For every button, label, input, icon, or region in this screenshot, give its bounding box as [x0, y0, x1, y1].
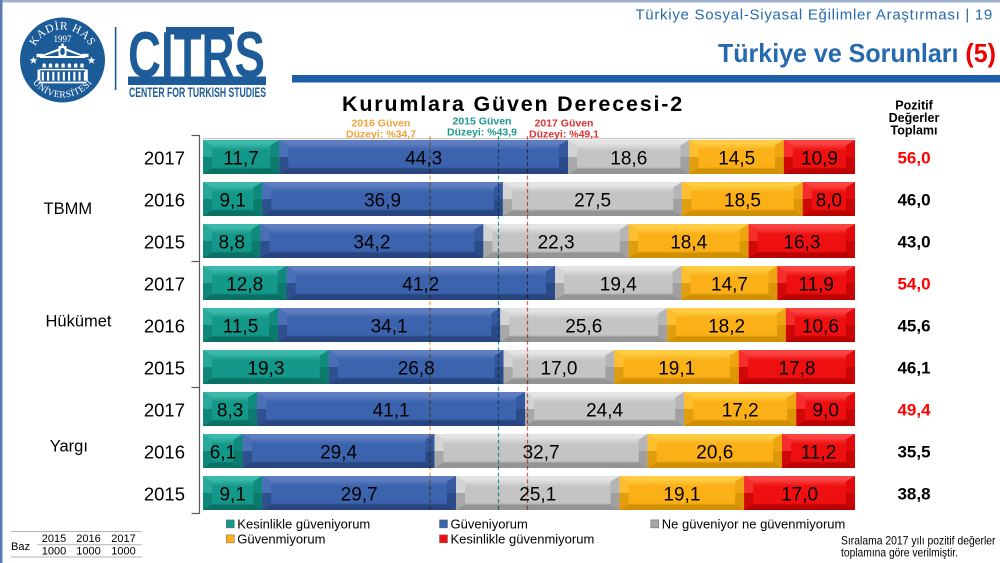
- svg-text:11,7: 11,7: [223, 149, 259, 170]
- svg-text:2016: 2016: [144, 442, 185, 463]
- svg-text:2016 Güven: 2016 Güven: [352, 118, 411, 130]
- svg-text:54,0: 54,0: [897, 274, 930, 293]
- svg-text:Değerler: Değerler: [889, 111, 940, 125]
- svg-text:2017: 2017: [144, 400, 185, 421]
- svg-text:2017 Güven: 2017 Güven: [535, 118, 594, 130]
- svg-text:2015: 2015: [144, 484, 185, 505]
- svg-text:Kesinlikle güveniyorum: Kesinlikle güveniyorum: [237, 517, 370, 532]
- svg-text:Güveniyorum: Güveniyorum: [451, 517, 528, 532]
- svg-text:10,9: 10,9: [801, 149, 838, 170]
- svg-text:44,3: 44,3: [405, 149, 442, 170]
- svg-text:Güvenmiyorum: Güvenmiyorum: [237, 532, 325, 547]
- svg-text:Türkiye ve Sorunları (5): Türkiye ve Sorunları (5): [718, 38, 996, 68]
- svg-text:56,0: 56,0: [897, 148, 930, 167]
- svg-text:46,1: 46,1: [897, 358, 930, 377]
- svg-text:CENTER FOR TURKISH STUDIES: CENTER FOR TURKISH STUDIES: [129, 85, 266, 100]
- svg-text:18,6: 18,6: [610, 149, 647, 170]
- svg-text:Yargı: Yargı: [50, 438, 88, 456]
- svg-text:41,2: 41,2: [402, 275, 439, 296]
- svg-text:18,2: 18,2: [708, 317, 745, 338]
- svg-text:19,3: 19,3: [247, 359, 284, 380]
- svg-text:12,8: 12,8: [226, 275, 263, 296]
- svg-text:8,3: 8,3: [217, 401, 243, 422]
- svg-text:2015: 2015: [144, 358, 185, 379]
- svg-text:Düzeyi: %34,7: Düzeyi: %34,7: [346, 129, 416, 141]
- svg-text:17,8: 17,8: [779, 359, 816, 380]
- svg-text:19,4: 19,4: [600, 275, 637, 296]
- svg-text:1000: 1000: [42, 546, 66, 558]
- svg-text:Türkiye Sosyal-Siyasal Eğiliml: Türkiye Sosyal-Siyasal Eğilimler Araştır…: [635, 7, 993, 24]
- svg-text:8,0: 8,0: [816, 191, 842, 212]
- svg-text:TBMM: TBMM: [44, 200, 93, 218]
- svg-text:49,4: 49,4: [897, 400, 931, 419]
- svg-text:2017: 2017: [111, 533, 135, 545]
- svg-text:6,1: 6,1: [210, 443, 236, 464]
- svg-text:19,1: 19,1: [663, 485, 700, 506]
- svg-text:17,0: 17,0: [541, 359, 578, 380]
- svg-text:1000: 1000: [111, 546, 135, 558]
- svg-text:17,2: 17,2: [722, 401, 759, 422]
- svg-text:41,1: 41,1: [373, 401, 410, 422]
- svg-text:34,2: 34,2: [353, 233, 390, 254]
- svg-text:2017: 2017: [144, 148, 185, 169]
- svg-text:24,4: 24,4: [586, 401, 623, 422]
- svg-text:20,6: 20,6: [696, 443, 733, 464]
- svg-text:29,7: 29,7: [341, 485, 378, 506]
- svg-text:34,1: 34,1: [371, 317, 408, 338]
- svg-text:2015: 2015: [42, 533, 66, 545]
- svg-text:17,0: 17,0: [781, 485, 818, 506]
- svg-text:Hükümet: Hükümet: [45, 313, 111, 331]
- svg-text:9,1: 9,1: [219, 191, 245, 212]
- svg-text:Düzeyi: %43,9: Düzeyi: %43,9: [447, 127, 517, 139]
- svg-text:Kesinlikle güvenmiyorum: Kesinlikle güvenmiyorum: [451, 532, 595, 547]
- svg-text:45,6: 45,6: [897, 316, 930, 335]
- svg-text:18,4: 18,4: [670, 233, 707, 254]
- svg-text:14,7: 14,7: [711, 275, 748, 296]
- svg-text:Ne güveniyor ne güvenmiyorum: Ne güveniyor ne güvenmiyorum: [662, 517, 846, 532]
- svg-text:29,4: 29,4: [320, 443, 357, 464]
- svg-text:36,9: 36,9: [364, 191, 401, 212]
- svg-text:2017: 2017: [144, 274, 185, 295]
- svg-text:2016: 2016: [144, 190, 185, 211]
- svg-text:22,3: 22,3: [538, 233, 575, 254]
- svg-text:35,5: 35,5: [897, 442, 930, 461]
- svg-text:32,7: 32,7: [523, 443, 560, 464]
- svg-text:2016: 2016: [76, 533, 100, 545]
- svg-text:11,2: 11,2: [801, 443, 837, 464]
- svg-text:27,5: 27,5: [574, 191, 611, 212]
- svg-text:16,3: 16,3: [783, 233, 820, 254]
- svg-text:11,9: 11,9: [798, 275, 834, 296]
- svg-text:1997: 1997: [54, 34, 73, 44]
- svg-text:8,8: 8,8: [218, 233, 244, 254]
- svg-text:25,6: 25,6: [565, 317, 602, 338]
- svg-text:2016: 2016: [144, 316, 185, 337]
- svg-text:38,8: 38,8: [897, 484, 930, 503]
- svg-text:1000: 1000: [76, 546, 100, 558]
- svg-text:Sıralama 2017 yılı pozitif değ: Sıralama 2017 yılı pozitif değerler: [841, 534, 996, 548]
- svg-text:9,0: 9,0: [812, 401, 838, 422]
- svg-text:14,5: 14,5: [718, 149, 755, 170]
- svg-text:2015: 2015: [144, 232, 185, 253]
- svg-text:26,8: 26,8: [398, 359, 435, 380]
- svg-text:43,0: 43,0: [897, 232, 930, 251]
- svg-text:2015 Güven: 2015 Güven: [453, 116, 512, 128]
- svg-text:10,6: 10,6: [802, 317, 839, 338]
- svg-text:9,1: 9,1: [219, 485, 245, 506]
- svg-text:Düzeyi: %49,1: Düzeyi: %49,1: [529, 129, 599, 141]
- svg-text:Toplamı: Toplamı: [891, 124, 938, 138]
- svg-text:18,5: 18,5: [724, 191, 761, 212]
- svg-text:46,0: 46,0: [897, 190, 930, 209]
- svg-text:Baz: Baz: [11, 541, 30, 553]
- svg-text:Pozitif: Pozitif: [895, 99, 933, 113]
- svg-text:19,1: 19,1: [658, 359, 695, 380]
- svg-text:25,1: 25,1: [519, 485, 556, 506]
- svg-text:toplamına göre verilmiştir.: toplamına göre verilmiştir.: [841, 545, 958, 559]
- svg-text:Kurumlara Güven Derecesi-2: Kurumlara Güven Derecesi-2: [342, 92, 684, 116]
- svg-text:11,5: 11,5: [223, 317, 259, 338]
